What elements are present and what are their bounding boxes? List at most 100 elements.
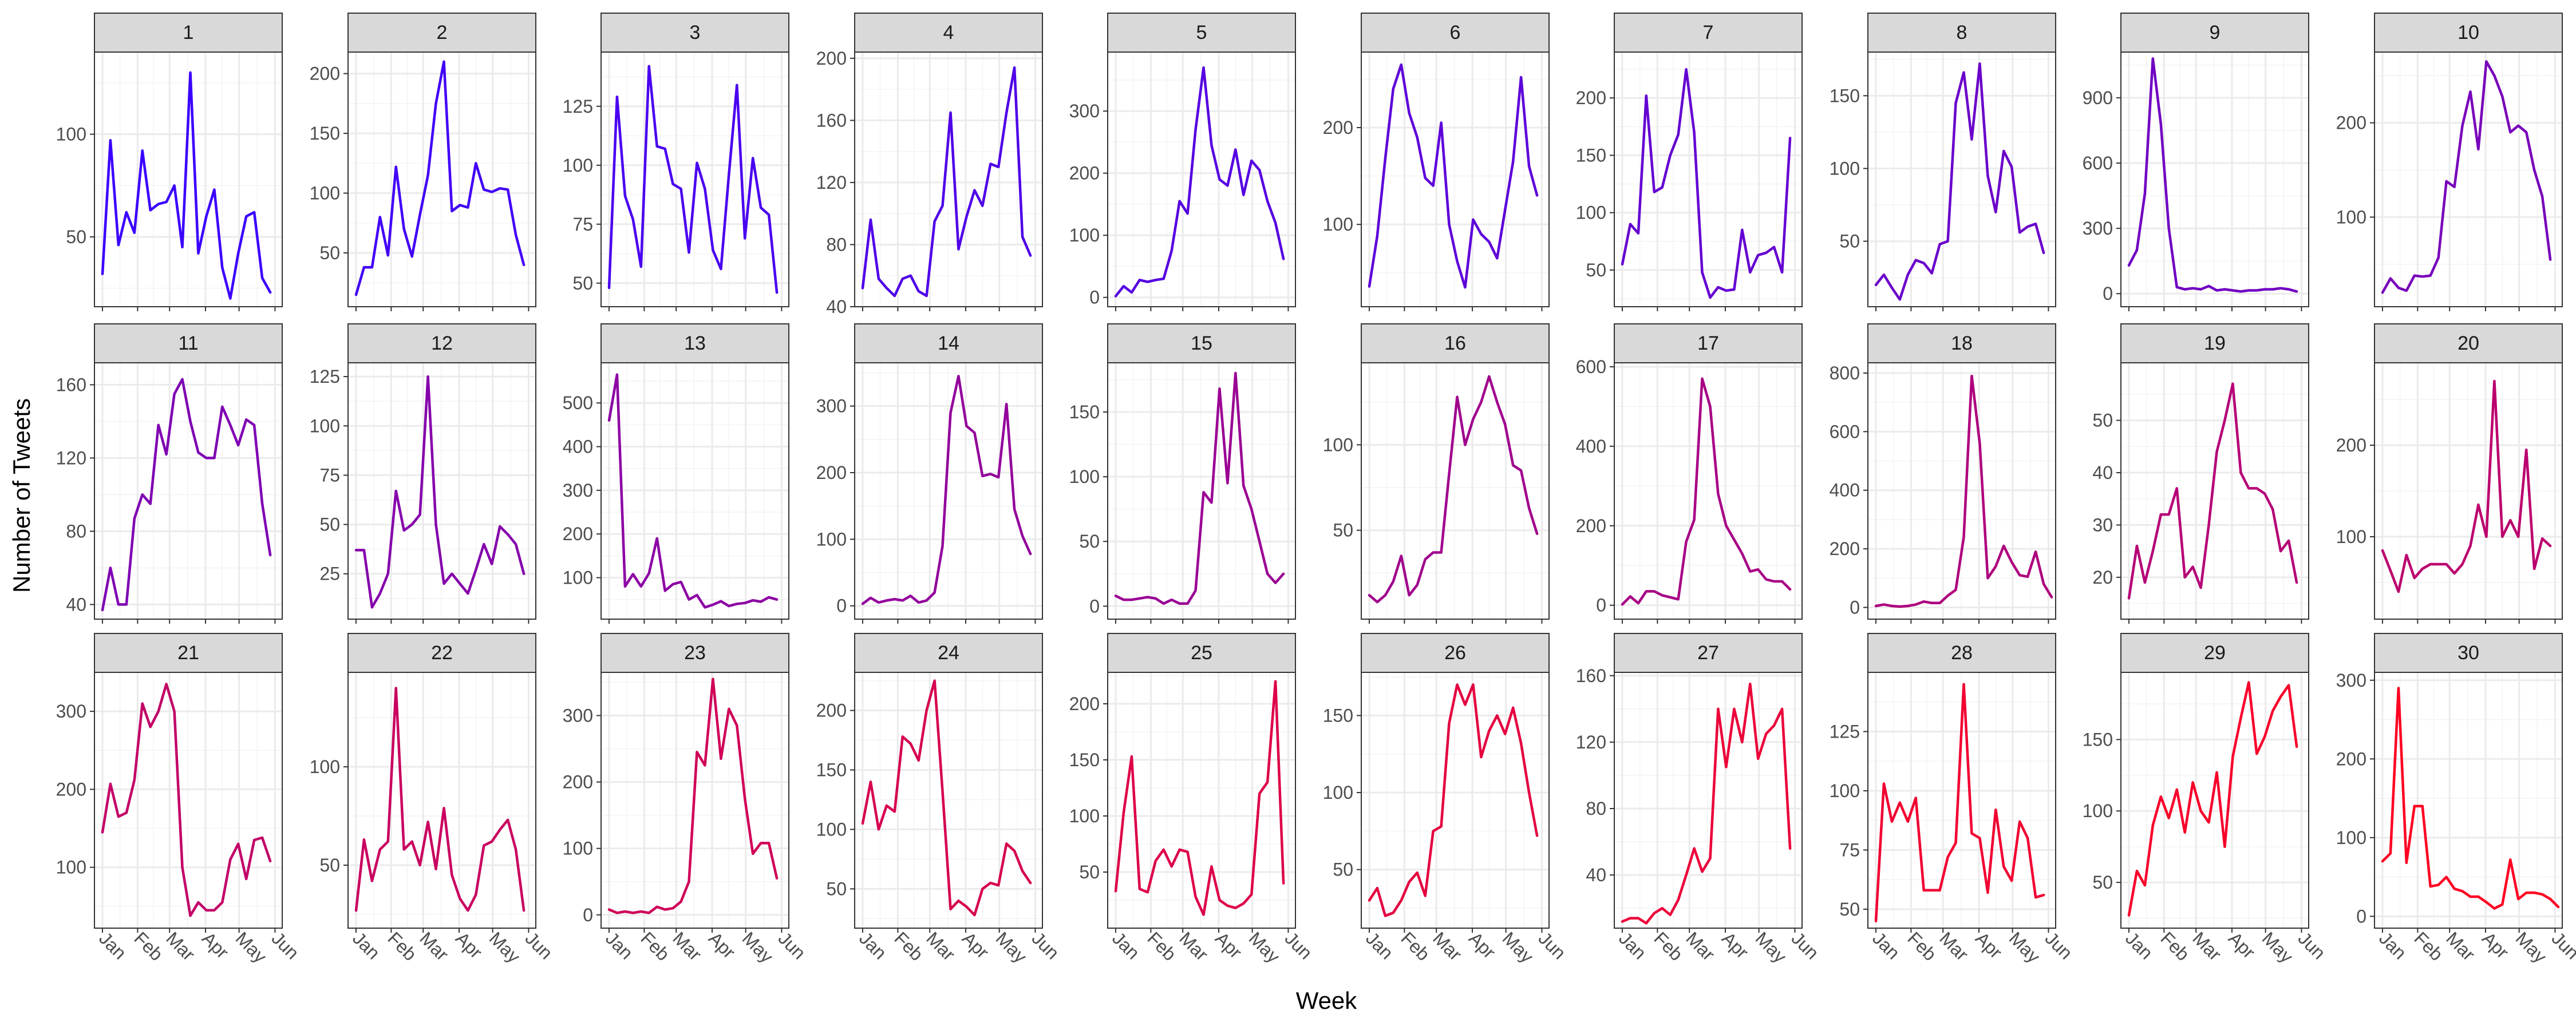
x-tick-label: Apr (958, 928, 993, 962)
facet-label: 14 (938, 332, 959, 354)
facet-strip (1614, 633, 1803, 673)
y-tick-label: 200 (1069, 694, 1100, 714)
y-tick-label: 150 (1069, 750, 1100, 770)
series-line-12 (354, 375, 526, 609)
panel-border (1867, 52, 2056, 307)
series-line-19 (2127, 382, 2298, 600)
facet-strip (2120, 633, 2309, 673)
y-tick-label: 150 (2083, 729, 2113, 750)
y-tick-label: 200 (563, 772, 593, 793)
y-tick-label: 100 (563, 567, 593, 588)
y-tick-label: 200 (56, 779, 86, 799)
series-line-15 (1114, 371, 1285, 605)
y-tick-label: 200 (1576, 88, 1606, 108)
panel-border (1361, 52, 1550, 307)
facet-label: 21 (177, 642, 199, 664)
y-tick-label: 50 (319, 514, 340, 535)
x-tick-label: Feb (130, 928, 167, 964)
x-tick-label: May (738, 928, 777, 966)
x-tick-label: Apr (705, 928, 740, 962)
facet-label: 27 (1697, 642, 1719, 664)
panel-background (2121, 672, 2309, 928)
series-line-10 (2381, 60, 2552, 294)
y-tick-label: 400 (563, 437, 593, 457)
panel-20: 20 100 200 (2336, 323, 2563, 624)
y-tick-label: 0 (836, 596, 847, 616)
x-tick-label: Jan (2375, 928, 2411, 963)
y-tick-label: 120 (816, 172, 847, 193)
y-tick-label: 150 (816, 759, 847, 780)
x-tick-label: Mar (1175, 928, 1212, 965)
y-tick-label: 200 (1069, 163, 1100, 184)
panel-17: 17 0 200 400 600 (1576, 323, 1803, 624)
panel-background (2121, 52, 2309, 307)
y-tick-label: 100 (816, 819, 847, 839)
y-axis-title: Number of Tweets (8, 398, 35, 593)
panel-border (1867, 672, 2056, 929)
x-tick-label: Apr (2225, 928, 2259, 962)
x-tick-label: Jun (2294, 928, 2329, 963)
panel-border (1614, 672, 1803, 929)
facet-label: 22 (431, 642, 453, 664)
panel-border (1361, 362, 1550, 620)
x-tick-label: Jan (1362, 928, 1397, 963)
facet-label: 18 (1951, 332, 1973, 354)
facet-strip (94, 633, 283, 673)
y-tick-label: 80 (826, 234, 847, 255)
y-tick-label: 40 (2092, 462, 2113, 483)
facet-strip (1614, 13, 1803, 53)
y-tick-label: 100 (2336, 207, 2366, 227)
x-tick-label: Jun (1281, 928, 1316, 963)
facet-strip (1867, 633, 2056, 673)
facet-label: 4 (943, 22, 954, 43)
y-tick-label: 100 (1069, 225, 1100, 245)
y-tick-label: 100 (310, 756, 340, 777)
x-tick-label: Apr (1465, 928, 1500, 962)
x-tick-label: May (1245, 928, 1284, 966)
facet-label: 28 (1951, 642, 1973, 664)
y-tick-label: 400 (1576, 436, 1606, 457)
y-tick-label: 40 (66, 594, 86, 615)
x-tick-label: Apr (1718, 928, 1753, 962)
x-tick-label: Apr (198, 928, 233, 962)
facet-strip (600, 633, 789, 673)
facet-label: 1 (183, 22, 194, 43)
y-tick-label: 0 (2103, 283, 2113, 304)
panel-background (1614, 672, 1802, 928)
y-tick-label: 150 (1830, 85, 1860, 106)
facet-label: 3 (690, 22, 701, 43)
y-tick-label: 50 (1839, 231, 1860, 252)
facet-strip (1107, 13, 1296, 53)
panel-border (347, 672, 536, 929)
x-tick-label: Jan (2121, 928, 2157, 963)
y-tick-label: 100 (56, 857, 86, 878)
panel-border (854, 672, 1043, 929)
y-tick-label: 100 (1069, 466, 1100, 487)
panel-background (1108, 672, 1295, 928)
x-tick-label: Apr (1971, 928, 2006, 962)
panel-border (347, 52, 536, 307)
facet-strip (854, 323, 1043, 363)
panel-border (600, 362, 789, 620)
y-tick-label: 200 (310, 64, 340, 84)
x-tick-label: Jun (1534, 928, 1570, 963)
y-tick-label: 100 (563, 155, 593, 176)
facet-label: 13 (684, 332, 706, 354)
panel-background (94, 363, 282, 619)
facet-label: 10 (2458, 22, 2479, 43)
y-tick-label: 200 (2336, 113, 2366, 133)
panel-border (2374, 672, 2563, 929)
panel-border (2120, 362, 2309, 620)
x-tick-label: Mar (416, 928, 453, 965)
panel-border (1107, 362, 1296, 620)
panel-border (854, 52, 1043, 307)
panel-border (1361, 672, 1550, 929)
y-tick-label: 600 (1576, 356, 1606, 377)
series-line-30 (2381, 687, 2560, 910)
y-tick-label: 0 (1089, 287, 1100, 308)
y-tick-label: 200 (816, 700, 847, 721)
panel-border (2120, 672, 2309, 929)
